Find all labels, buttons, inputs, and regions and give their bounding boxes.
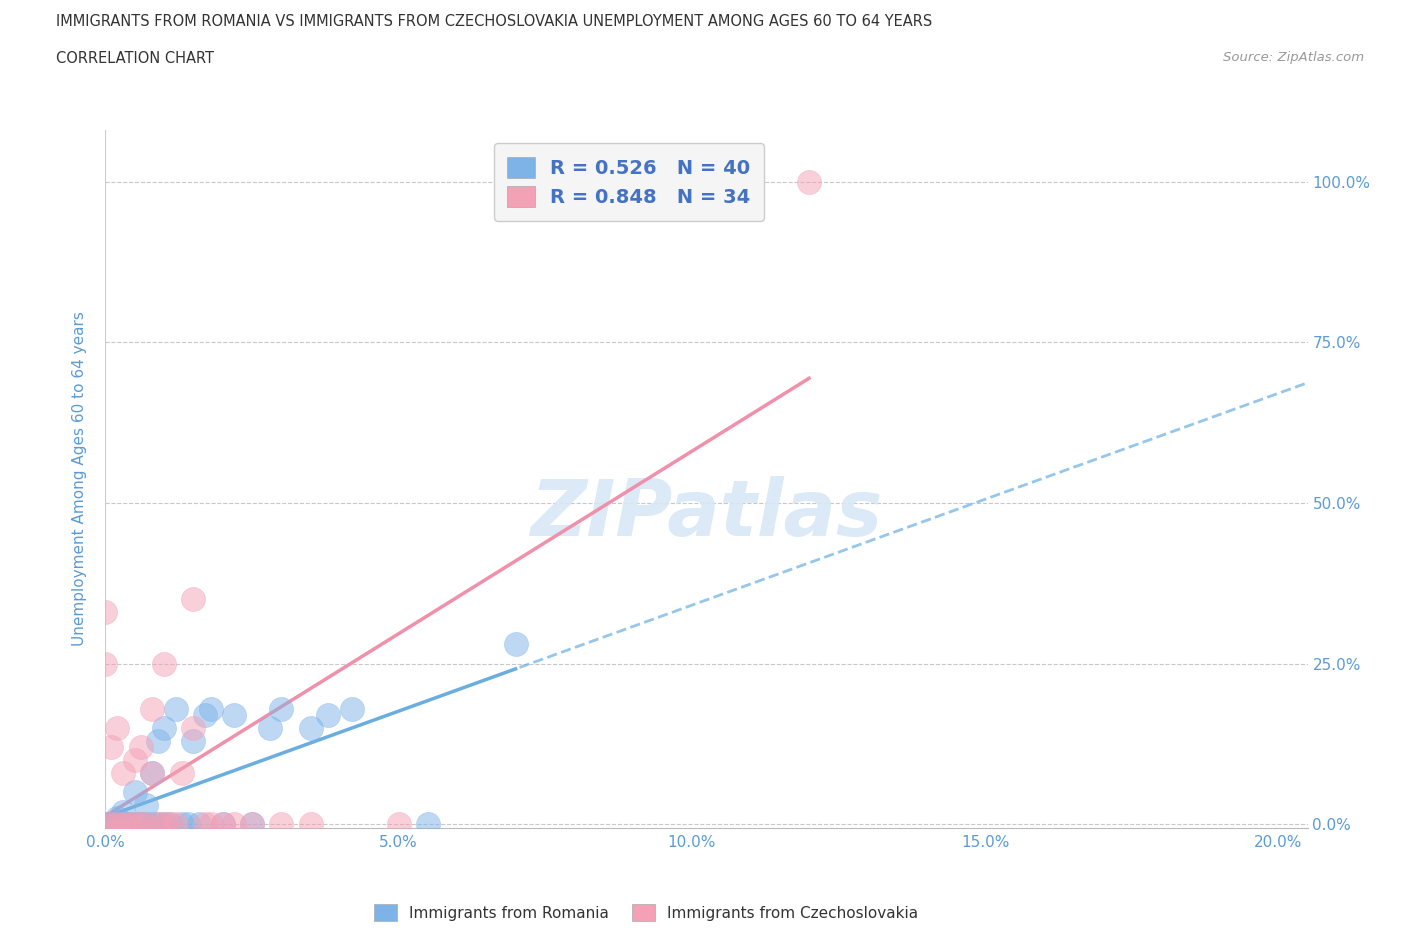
Point xyxy=(194,708,217,723)
Point xyxy=(124,817,146,832)
Point xyxy=(118,817,141,832)
Point xyxy=(100,817,122,832)
Point xyxy=(211,817,233,832)
Point xyxy=(129,817,152,832)
Legend: Immigrants from Romania, Immigrants from Czechoslovakia: Immigrants from Romania, Immigrants from… xyxy=(368,898,925,927)
Point xyxy=(153,657,176,671)
Point xyxy=(153,817,176,832)
Point xyxy=(259,721,281,736)
Point xyxy=(135,817,157,832)
Point xyxy=(270,817,292,832)
Point xyxy=(124,817,146,832)
Point xyxy=(148,734,170,749)
Point xyxy=(141,817,163,832)
Point xyxy=(183,734,205,749)
Point xyxy=(105,721,128,736)
Point xyxy=(94,817,117,832)
Point xyxy=(165,817,187,832)
Point xyxy=(316,708,339,723)
Point xyxy=(200,817,222,832)
Point xyxy=(416,817,439,832)
Point xyxy=(148,817,170,832)
Point xyxy=(797,174,820,189)
Point xyxy=(224,817,246,832)
Point xyxy=(183,592,205,607)
Point xyxy=(105,811,128,826)
Point xyxy=(211,817,233,832)
Point xyxy=(100,817,122,832)
Point xyxy=(176,817,198,832)
Point xyxy=(194,817,217,832)
Point xyxy=(112,817,135,832)
Point xyxy=(299,817,322,832)
Point xyxy=(112,765,135,780)
Text: ZIPatlas: ZIPatlas xyxy=(530,476,883,551)
Point xyxy=(165,701,187,716)
Point xyxy=(153,817,176,832)
Point xyxy=(159,817,181,832)
Point xyxy=(94,817,117,832)
Point xyxy=(200,701,222,716)
Point xyxy=(100,740,122,755)
Point xyxy=(105,817,128,832)
Point xyxy=(388,817,411,832)
Point xyxy=(118,817,141,832)
Point xyxy=(124,785,146,800)
Point xyxy=(141,701,163,716)
Point xyxy=(153,721,176,736)
Point xyxy=(183,721,205,736)
Point xyxy=(141,765,163,780)
Point xyxy=(129,817,152,832)
Point xyxy=(112,804,135,819)
Text: IMMIGRANTS FROM ROMANIA VS IMMIGRANTS FROM CZECHOSLOVAKIA UNEMPLOYMENT AMONG AGE: IMMIGRANTS FROM ROMANIA VS IMMIGRANTS FR… xyxy=(56,14,932,29)
Point xyxy=(270,701,292,716)
Point xyxy=(299,721,322,736)
Point xyxy=(129,740,152,755)
Point xyxy=(112,817,135,832)
Point xyxy=(170,765,193,780)
Point xyxy=(141,765,163,780)
Point xyxy=(105,817,128,832)
Point xyxy=(505,637,527,652)
Point xyxy=(159,817,181,832)
Point xyxy=(340,701,363,716)
Point xyxy=(94,604,117,619)
Point xyxy=(188,817,211,832)
Point xyxy=(129,817,152,832)
Point xyxy=(124,752,146,767)
Point xyxy=(240,817,263,832)
Point xyxy=(170,817,193,832)
Point xyxy=(100,817,122,832)
Point xyxy=(148,817,170,832)
Point xyxy=(135,798,157,813)
Point xyxy=(224,708,246,723)
Text: Source: ZipAtlas.com: Source: ZipAtlas.com xyxy=(1223,51,1364,64)
Point xyxy=(94,817,117,832)
Point xyxy=(94,657,117,671)
Text: CORRELATION CHART: CORRELATION CHART xyxy=(56,51,214,66)
Y-axis label: Unemployment Among Ages 60 to 64 years: Unemployment Among Ages 60 to 64 years xyxy=(72,312,87,646)
Point xyxy=(240,817,263,832)
Point xyxy=(135,817,157,832)
Point xyxy=(118,817,141,832)
